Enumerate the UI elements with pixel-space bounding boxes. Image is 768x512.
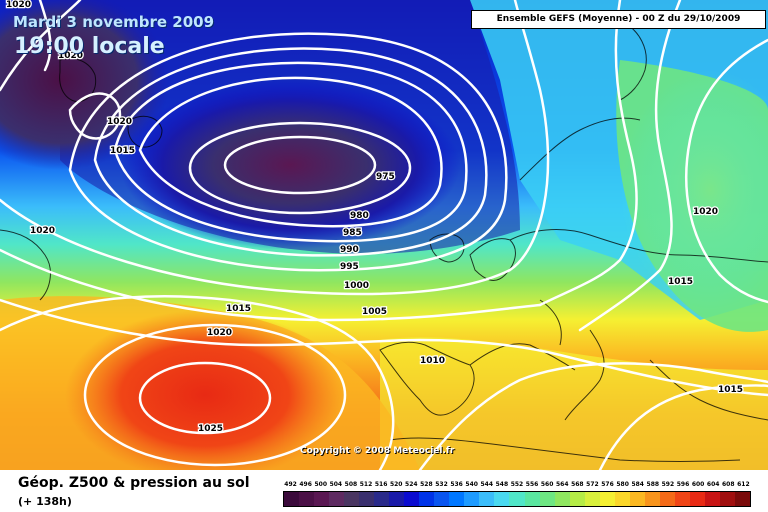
scale-label: 500	[314, 481, 327, 488]
isobar-label: 1025	[198, 424, 223, 434]
forecast-date: Mardi 3 novembre 2009	[13, 13, 215, 31]
scale-swatch	[644, 492, 660, 506]
scale-swatch	[539, 492, 555, 506]
field-deep-low	[120, 80, 460, 250]
scale-swatch	[524, 492, 540, 506]
scale-swatch	[344, 492, 360, 506]
scale-swatch	[659, 492, 675, 506]
isobar-label: 995	[340, 262, 359, 272]
isobar-label: 985	[343, 228, 362, 238]
scale-label: 524	[405, 481, 418, 488]
scale-label: 568	[571, 481, 584, 488]
scale-label: 528	[420, 481, 433, 488]
scale-swatch	[569, 492, 585, 506]
scale-label: 548	[495, 481, 509, 488]
scale-swatch	[629, 492, 645, 506]
scale-label: 604	[706, 481, 720, 488]
isobar-label: 1020	[693, 207, 718, 217]
scale-swatch	[479, 492, 495, 506]
isobar-label: 1020	[207, 328, 232, 338]
isobar-label: 1020	[6, 0, 31, 10]
scale-label: 596	[676, 481, 690, 488]
scale-label: 532	[435, 481, 448, 488]
isobar-label: 1020	[107, 117, 132, 127]
scale-label: 492	[284, 481, 297, 488]
scale-label: 576	[601, 481, 614, 488]
isobar-label: 990	[340, 245, 359, 255]
scale-swatch	[719, 492, 735, 506]
scale-swatch	[734, 492, 750, 506]
scale-swatch	[584, 492, 600, 506]
scale-label: 520	[389, 481, 403, 488]
scale-swatch	[284, 492, 300, 506]
chart-title: Géop. Z500 & pression au sol	[18, 475, 250, 491]
scale-swatch	[674, 492, 690, 506]
field-northwest-low	[0, 0, 170, 170]
scale-label: 612	[737, 481, 750, 488]
scale-swatch	[299, 492, 315, 506]
color-scale-swatches	[283, 491, 751, 507]
scale-swatch	[614, 492, 630, 506]
isobar-label: 1020	[30, 226, 55, 236]
scale-label: 544	[480, 481, 494, 488]
isobar-label: 1010	[420, 356, 445, 366]
scale-label: 508	[344, 481, 358, 488]
isobar-label: 1015	[226, 304, 251, 314]
scale-swatch	[374, 492, 390, 506]
scale-swatch	[554, 492, 570, 506]
scale-label: 588	[646, 481, 660, 488]
scale-label: 536	[450, 481, 463, 488]
forecast-time: 19:00 locale	[14, 34, 165, 59]
scale-swatch	[449, 492, 465, 506]
copyright-notice: Copyright © 2008 Meteociel.fr	[300, 446, 455, 456]
isobars	[0, 0, 768, 470]
isobar-label: 1000	[344, 281, 369, 291]
scale-swatch	[464, 492, 480, 506]
color-scale-legend: 492 496 500 504 508 512 516 520 524 528 532 536 540 5…	[283, 480, 751, 508]
scale-swatch	[704, 492, 720, 506]
isobar-label: 1015	[718, 385, 743, 395]
scale-swatch	[599, 492, 615, 506]
scale-label: 572	[586, 481, 599, 488]
scale-label: 516	[374, 481, 388, 488]
map-canvas: 1020 1020 1020 1015 1020 975 980 985 990…	[0, 0, 768, 470]
field-azores-high	[65, 310, 345, 470]
scale-swatch	[419, 492, 435, 506]
scale-label: 556	[525, 481, 539, 488]
isobar-label: 1015	[110, 146, 135, 156]
isobar-label: 1005	[362, 307, 387, 317]
isobar-label: 1020	[58, 51, 83, 61]
scale-label: 600	[691, 481, 705, 488]
forecast-map: 1020 1020 1020 1015 1020 975 980 985 990…	[0, 0, 768, 470]
scale-swatch	[314, 492, 330, 506]
color-scale-labels: 492 496 500 504 508 512 516 520 524 528 532 536 540 5…	[283, 480, 751, 489]
forecast-range: (+ 138h)	[18, 495, 72, 508]
scale-swatch	[359, 492, 375, 506]
scale-label: 512	[359, 481, 373, 488]
scale-label: 564	[555, 481, 569, 488]
field-band-yellow-south	[380, 337, 768, 470]
isobar-labels: 1020 1020 1020 1015 1020 975 980 985 990…	[5, 0, 745, 435]
scale-label: 560	[540, 481, 554, 488]
isobar-label: 975	[376, 172, 395, 182]
scale-swatch	[509, 492, 525, 506]
isobar-label: 1015	[668, 277, 693, 287]
scale-label: 540	[465, 481, 478, 488]
scale-label: 592	[661, 481, 675, 488]
model-run-info: Ensemble GEFS (Moyenne) - 00 Z du 29/10/…	[471, 10, 766, 29]
isobar-label: 980	[350, 211, 369, 221]
scale-label: 608	[722, 481, 735, 488]
scale-swatch	[404, 492, 420, 506]
scale-label: 504	[329, 481, 343, 488]
scale-swatch	[494, 492, 510, 506]
scale-swatch	[689, 492, 705, 506]
scale-swatch	[434, 492, 450, 506]
scale-swatch	[329, 492, 345, 506]
scale-label: 584	[631, 481, 644, 488]
scale-label: 496	[299, 481, 312, 488]
scale-swatch	[389, 492, 405, 506]
scale-label: 552	[510, 481, 524, 488]
scale-label: 580	[616, 481, 629, 488]
